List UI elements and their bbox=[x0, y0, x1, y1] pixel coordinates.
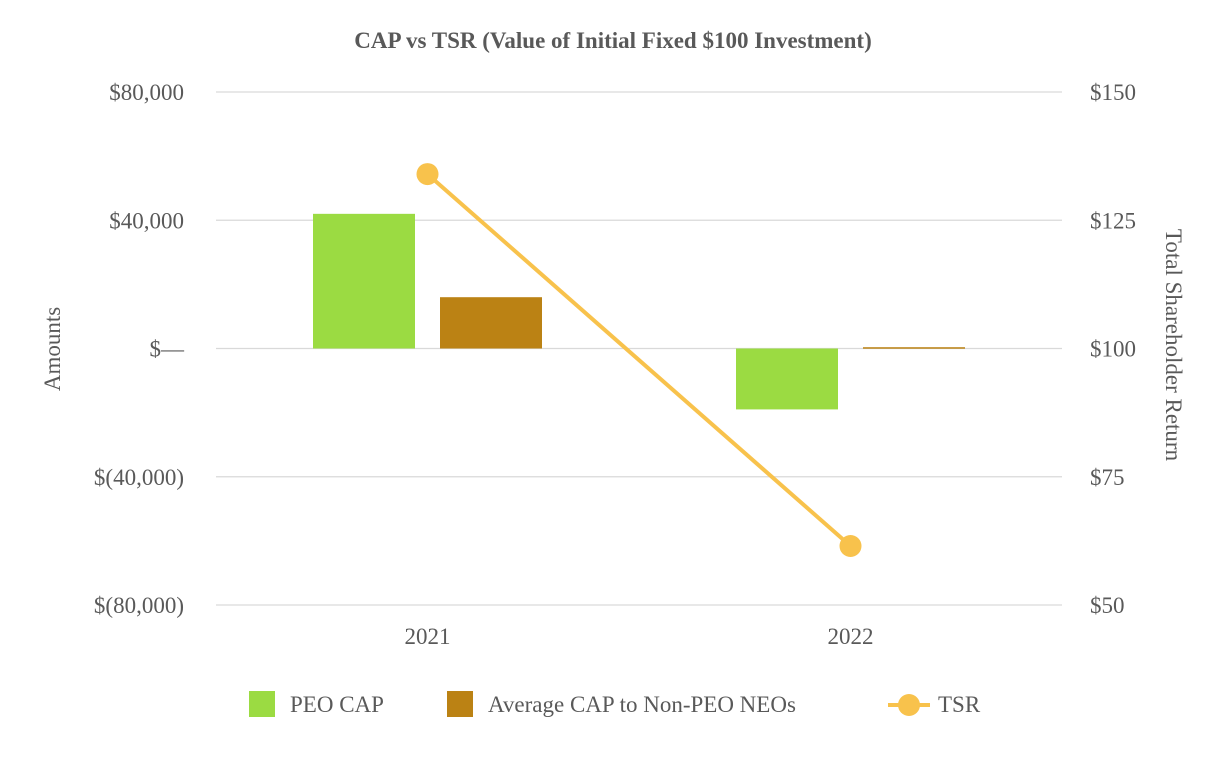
right-tick-label: $75 bbox=[1090, 465, 1125, 490]
right-tick-label: $125 bbox=[1090, 208, 1136, 233]
left-axis-ticks: $80,000 $40,000 $— $(40,000) $(80,000) bbox=[94, 80, 185, 618]
chart-title: CAP vs TSR (Value of Initial Fixed $100 … bbox=[354, 28, 872, 53]
left-tick-label: $80,000 bbox=[109, 80, 184, 105]
right-tick-label: $50 bbox=[1090, 593, 1125, 618]
tsr-point-2021 bbox=[416, 163, 439, 186]
tsr-line bbox=[416, 163, 862, 558]
category-label: 2021 bbox=[405, 624, 451, 649]
left-tick-label: $(80,000) bbox=[94, 593, 184, 618]
legend-label-average-cap: Average CAP to Non-PEO NEOs bbox=[488, 692, 796, 717]
tsr-line-path bbox=[426, 172, 852, 548]
bar-peo-cap-2022 bbox=[736, 348, 838, 410]
right-axis-title: Total Shareholder Return bbox=[1161, 229, 1186, 462]
legend-label-peo-cap: PEO CAP bbox=[290, 692, 384, 717]
bars bbox=[313, 213, 965, 410]
tsr-point-2022 bbox=[839, 535, 862, 558]
x-axis-labels: 2021 2022 bbox=[405, 624, 874, 649]
left-tick-label: $40,000 bbox=[109, 208, 184, 233]
bar-peo-cap-2021 bbox=[313, 213, 415, 349]
bar-average-cap-to-non-peo-neos-2022 bbox=[863, 347, 965, 349]
left-tick-label: $— bbox=[150, 337, 186, 362]
left-tick-label: $(40,000) bbox=[94, 465, 184, 490]
legend: PEO CAP Average CAP to Non-PEO NEOs TSR bbox=[249, 691, 981, 717]
right-tick-label: $150 bbox=[1090, 80, 1136, 105]
right-axis-ticks: $150 $125 $100 $75 $50 bbox=[1090, 80, 1136, 618]
legend-marker-tsr bbox=[898, 694, 920, 716]
category-label: 2022 bbox=[828, 624, 874, 649]
legend-swatch-peo-cap bbox=[249, 691, 275, 717]
left-axis-title: Amounts bbox=[40, 307, 65, 391]
legend-label-tsr: TSR bbox=[938, 692, 981, 717]
legend-swatch-average-cap bbox=[447, 691, 473, 717]
right-tick-label: $100 bbox=[1090, 337, 1136, 362]
bar-average-cap-to-non-peo-neos-2021 bbox=[440, 297, 542, 349]
